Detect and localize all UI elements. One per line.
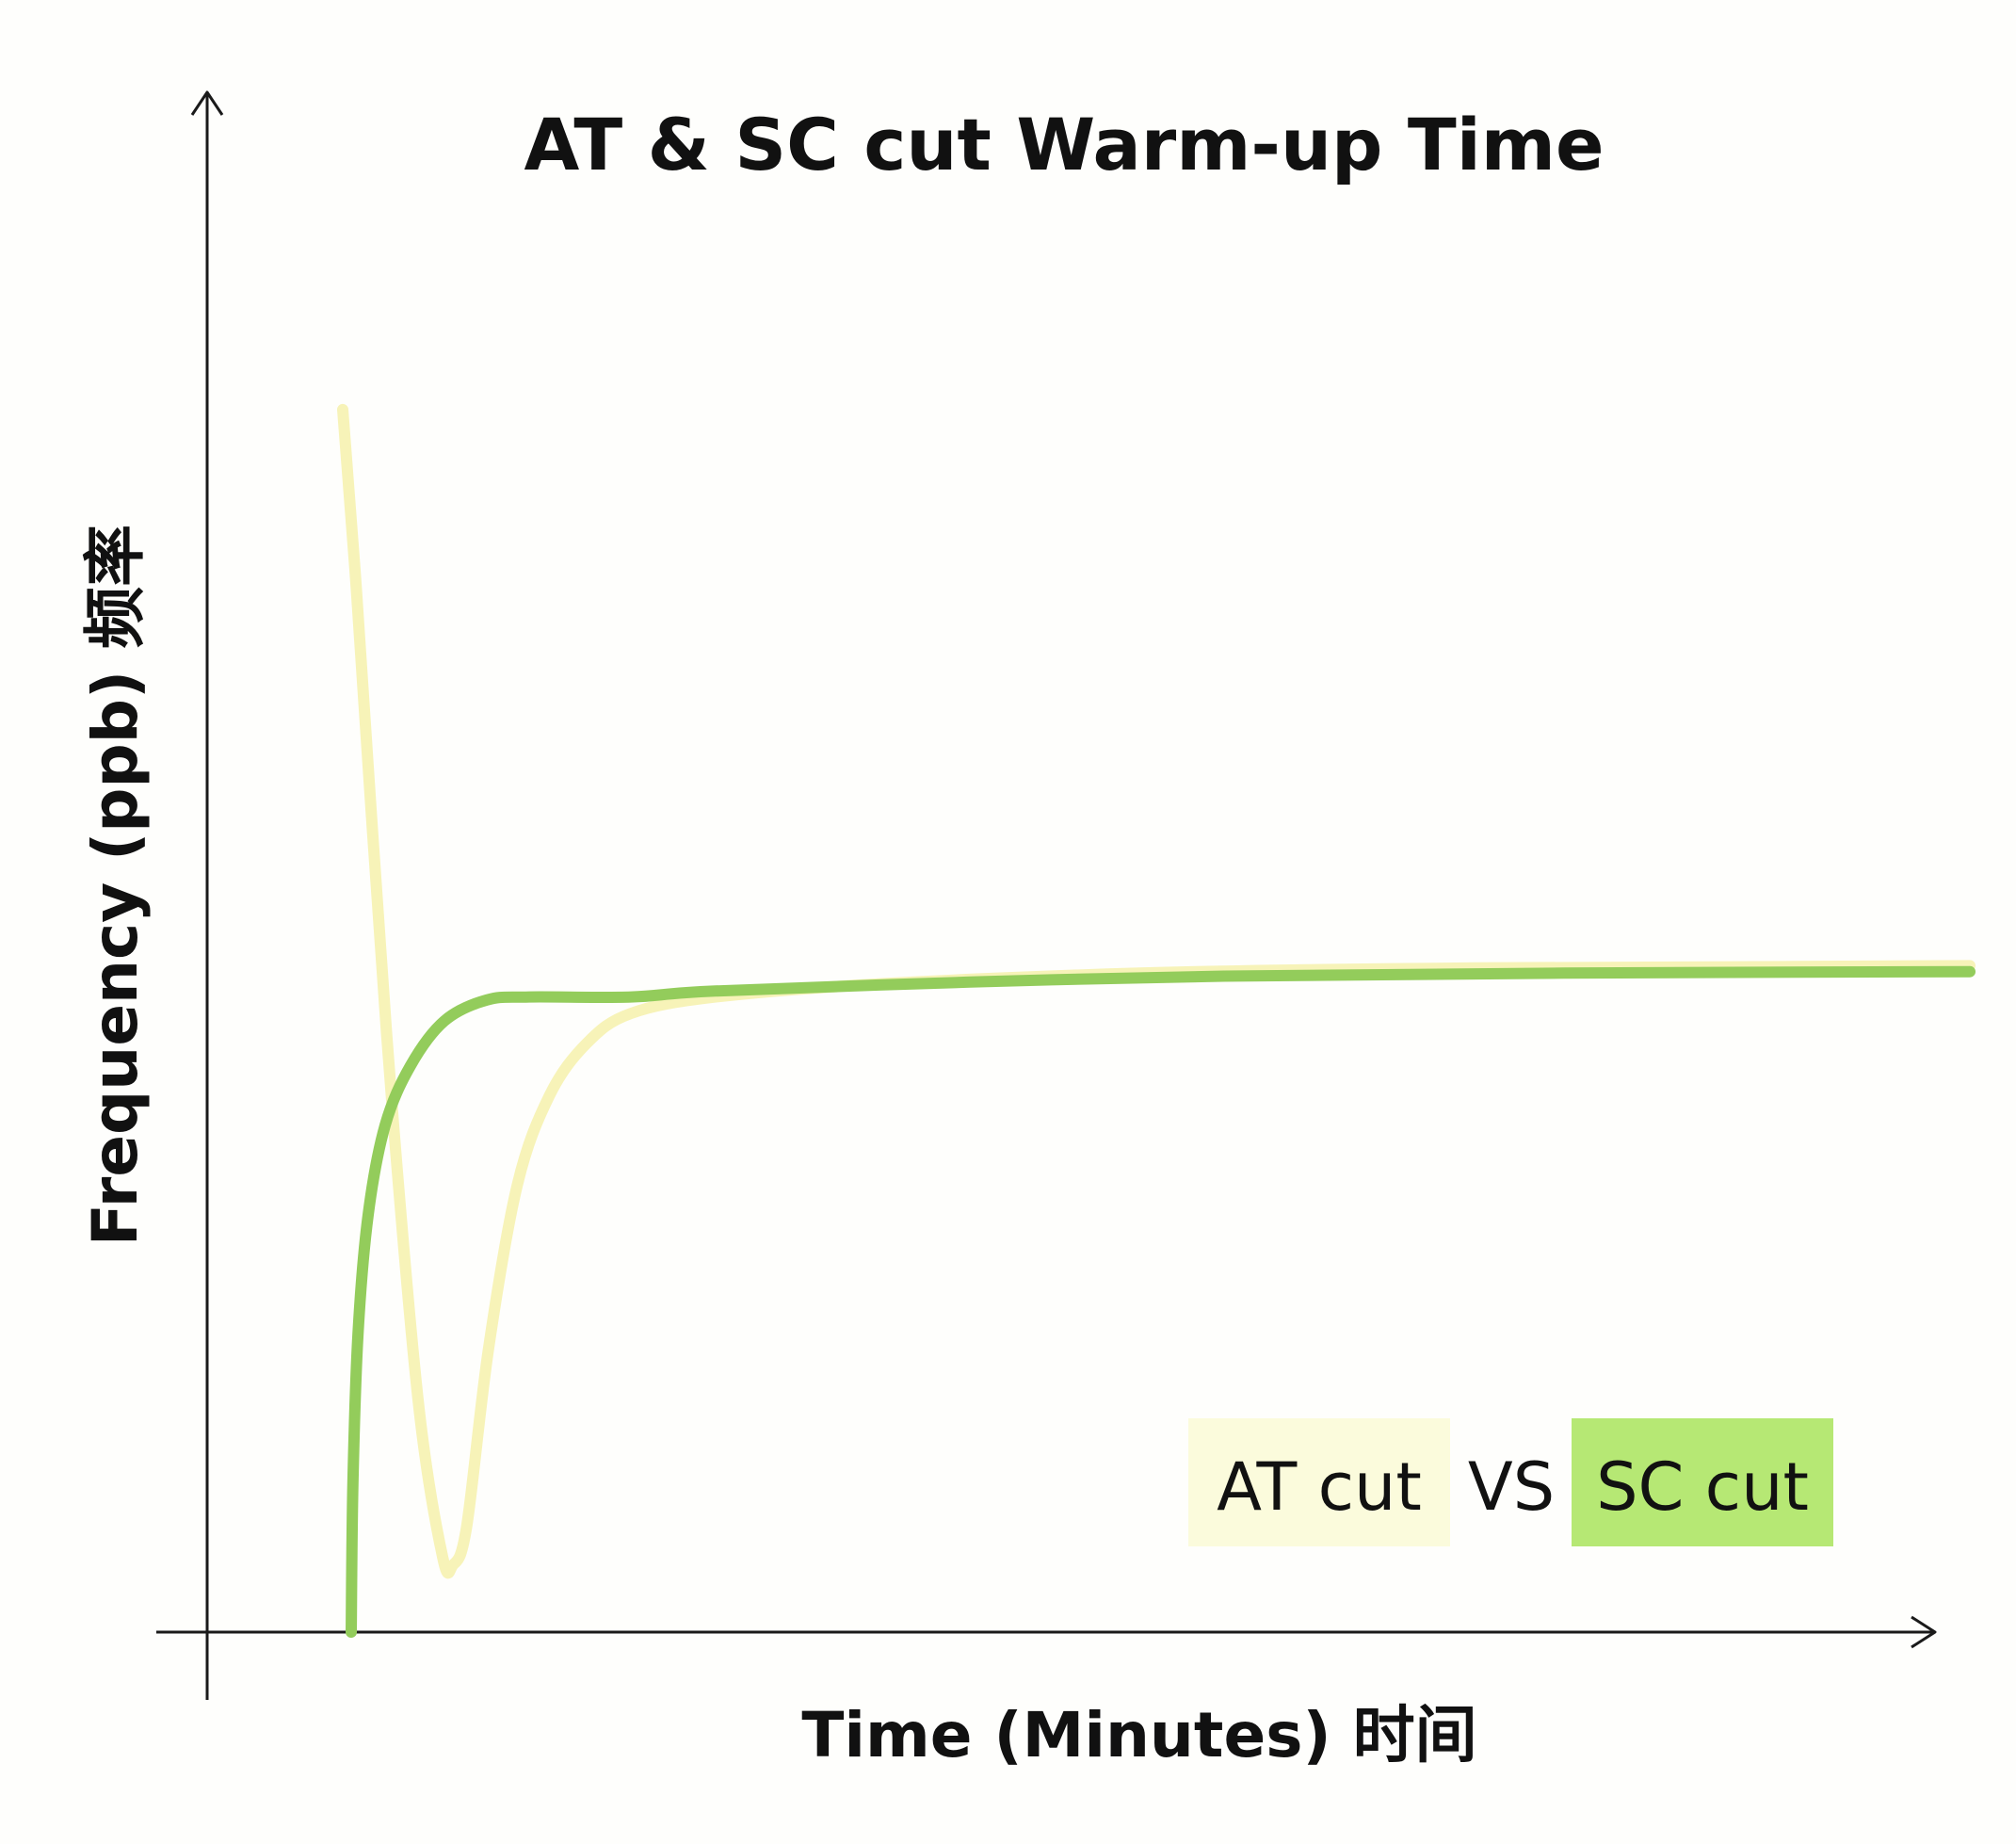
legend-sc-swatch	[1572, 1418, 1833, 1546]
chart-title: AT & SC cut Warm-up Time	[524, 103, 1604, 186]
y-axis-label: Frequency (ppb) 频率	[79, 525, 152, 1246]
y-axis	[190, 90, 224, 1700]
y-axis-arrow	[190, 90, 224, 116]
legend-separator: VS	[1468, 1448, 1555, 1526]
legend-sc-label: SC cut	[1596, 1448, 1809, 1526]
series-layer	[337, 403, 1976, 1638]
series-line-at-cut	[337, 403, 1976, 1579]
legend: AT cut VS SC cut	[1188, 1418, 1833, 1546]
x-axis-label: Time (Minutes) 时间	[801, 1699, 1476, 1771]
legend-at-label: AT cut	[1217, 1448, 1422, 1526]
x-axis	[156, 1615, 1937, 1649]
legend-at-swatch	[1188, 1418, 1450, 1546]
x-axis-arrow	[1911, 1615, 1937, 1649]
series-line-sc-cut	[346, 965, 1976, 1638]
